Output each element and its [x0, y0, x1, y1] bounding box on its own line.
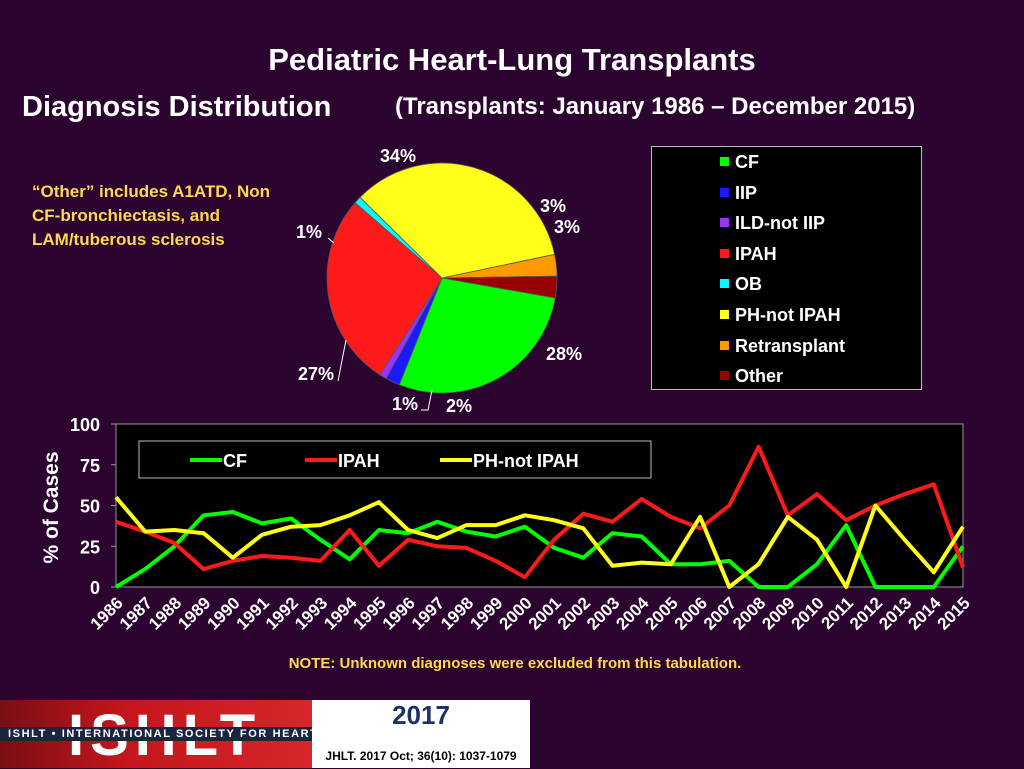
footer-note: NOTE: Unknown diagnoses were excluded fr…: [288, 655, 742, 672]
legend-swatch: [720, 340, 729, 350]
x-tick-label: 1991: [233, 593, 273, 633]
series-line-ipah: [115, 444, 965, 580]
x-tick-label: 1993: [291, 593, 331, 633]
pie-legend-item-cf: CF: [720, 152, 759, 176]
x-tick-label: 1989: [174, 593, 214, 633]
legend-label: ILD-not IIP: [735, 213, 825, 234]
leader-1-ob: [327, 237, 335, 244]
y-tick-label: 25: [80, 537, 100, 557]
y-tick-label: 50: [80, 497, 100, 517]
pie-label-ob: 1%: [296, 222, 322, 242]
x-tick-label: 2004: [612, 593, 653, 634]
legend-label: PH-not IPAH: [735, 305, 841, 325]
subtitle-main: Diagnosis Distribution: [22, 91, 332, 123]
legend-swatch: [720, 218, 729, 228]
y-tick-label: 0: [90, 578, 100, 598]
x-tick-label: 2012: [846, 593, 886, 633]
legend-label: CF: [735, 152, 759, 172]
x-tick-label: 1996: [379, 593, 419, 633]
x-tick-label: 2003: [583, 593, 623, 633]
x-tick-label: 1999: [466, 593, 506, 633]
legend-label: OB: [735, 274, 762, 295]
legend-swatch: [720, 248, 729, 258]
line-legend: [138, 440, 652, 479]
x-tick-label: 2000: [496, 593, 536, 633]
subtitle-date-range: (Transplants: January 1986 – December 20…: [395, 93, 916, 120]
pie-label-ph-not-ipah: 34%: [380, 146, 416, 166]
legend-swatch: [720, 310, 729, 319]
pie-slice-ipah: [326, 202, 443, 376]
x-tick-label: 1998: [437, 593, 477, 633]
leader-1-ild: [421, 389, 433, 411]
legend-label: Retransplant: [735, 335, 846, 356]
pie-legend-item-ph-not-ipah: PH-not IPAH: [720, 305, 841, 329]
legend-label: PH-not IPAH: [473, 451, 579, 471]
x-tick-label: 2010: [788, 593, 828, 633]
other-category-note: “Other” includes A1ATD, Non CF-bronchiec…: [32, 182, 271, 249]
series-line-ph-not-ipah: [114, 496, 965, 589]
pie-legend-item-iip: IIP: [720, 183, 757, 207]
x-tick-label: 2011: [817, 593, 857, 633]
legend-label: IPAH: [735, 243, 777, 264]
report-year: 2017: [392, 700, 450, 730]
x-tick-label: 1997: [408, 593, 448, 633]
pie-chart: 28% 2% 1% 27% 1% 34% 3%3%: [296, 146, 582, 416]
pie-label-ild-not-iip: 1%: [392, 394, 418, 414]
banner-white-block: [312, 700, 530, 768]
pie-legend-item-ild-not-iip: ILD-not IIP: [720, 213, 825, 237]
pie-label-cf: 28%: [546, 344, 582, 364]
y-tick-label: 100: [70, 415, 100, 435]
legend-swatch: [720, 157, 729, 166]
x-tick-label: 2008: [729, 593, 769, 633]
x-tick-label: 2013: [875, 593, 915, 633]
pie-label-iip: 2%: [446, 396, 472, 416]
y-axis-label: % of Cases: [40, 451, 63, 563]
legend-swatch: [720, 371, 729, 381]
page-title: Pediatric Heart-Lung Transplants: [268, 42, 756, 77]
x-tick-label: 2007: [700, 593, 740, 633]
x-tick-label: 1990: [203, 593, 243, 633]
line-chart: 0 25 50 75 100 % of Cases 19861987198819891990…: [40, 415, 974, 634]
pie-label-ipah: 27%: [298, 364, 334, 384]
pie-legend-item-ipah: IPAH: [720, 244, 777, 268]
x-tick-label: 2015: [934, 593, 974, 633]
pie-slice-other: [441, 275, 558, 299]
pie-legend-item-other: Other: [720, 366, 783, 390]
pie-label-retransplant: 3%: [540, 196, 566, 216]
y-tick-label: 75: [80, 456, 100, 476]
pie-slice-cf: [398, 277, 556, 394]
legend-label: IPAH: [338, 451, 380, 471]
pie-legend: CF IIP ILD-not IIP IPAH OB PH-not IPAH Retrans…: [651, 146, 922, 390]
x-tick-label: 2009: [758, 593, 798, 633]
x-tick-label: 2002: [554, 593, 594, 633]
legend-label: IIP: [735, 182, 758, 203]
x-tick-label: 1986: [87, 593, 127, 633]
x-tick-label: 2006: [671, 593, 711, 633]
legend-swatch: [720, 187, 729, 197]
x-tick-label: 2014: [904, 593, 945, 634]
legend-swatch: [720, 279, 729, 289]
series-line-cf: [114, 510, 965, 589]
leader-27: [337, 339, 347, 382]
pie-legend-item-ob: OB: [720, 274, 762, 298]
legend-label: Other: [735, 366, 784, 387]
citation: JHLT. 2017 Oct; 36(10): 1037-1079: [325, 749, 517, 763]
footer-banner: ISHLT ISHLT • INTERNATIONAL SOCIETY FOR …: [0, 700, 1024, 768]
pie-legend-item-retransplant: Retransplant: [720, 336, 845, 360]
legend-label: CF: [223, 451, 247, 471]
x-tick-label: 1994: [320, 593, 361, 634]
x-tick-label: 2001: [525, 593, 565, 633]
x-tick-label: 2005: [642, 593, 682, 633]
x-tick-label: 1988: [145, 593, 185, 633]
x-tick-label: 1987: [116, 593, 156, 633]
pie-slice-ph-not-ipah: [359, 162, 556, 279]
x-tick-label: 1992: [262, 593, 302, 633]
pie-label-other: 3%: [554, 217, 580, 237]
x-tick-label: 1995: [350, 593, 390, 633]
